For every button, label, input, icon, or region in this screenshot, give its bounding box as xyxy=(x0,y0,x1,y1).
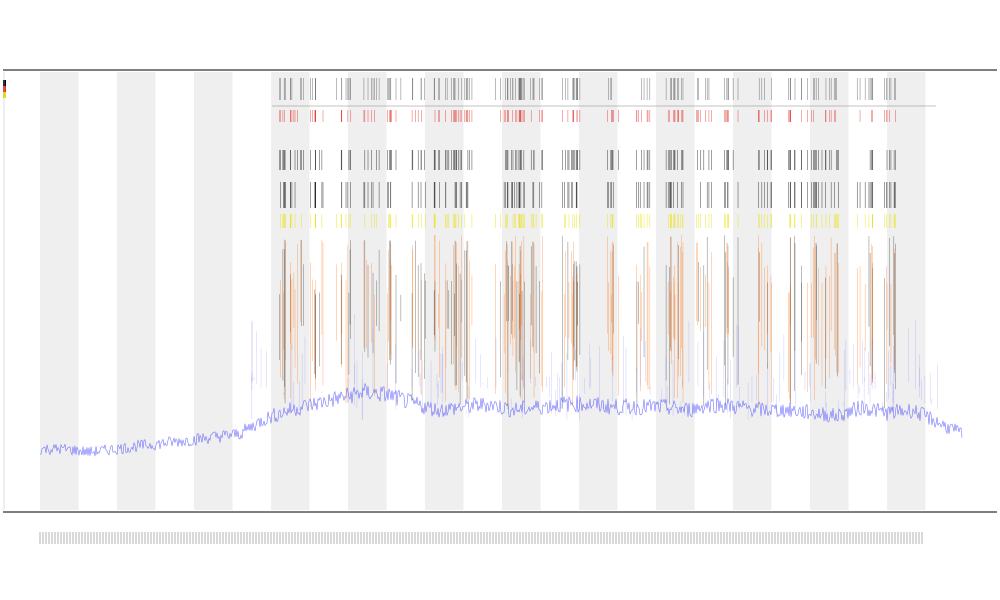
background-band xyxy=(117,72,156,510)
background-band xyxy=(348,72,387,510)
background-band xyxy=(656,72,695,510)
event-markers xyxy=(272,78,936,409)
background-band xyxy=(425,72,464,510)
legend-item xyxy=(3,86,8,92)
axes xyxy=(3,69,997,513)
background-band xyxy=(733,72,772,510)
legend xyxy=(3,80,8,98)
legend-swatch xyxy=(3,80,6,86)
background-band xyxy=(40,72,79,510)
background-band xyxy=(194,72,233,510)
legend-item xyxy=(3,80,8,86)
legend-swatch xyxy=(3,92,6,98)
background-band xyxy=(579,72,618,510)
signal-line xyxy=(39,382,963,457)
signal-series xyxy=(39,314,963,457)
legend-swatch xyxy=(3,86,6,92)
background-band xyxy=(810,72,849,510)
background-bands xyxy=(40,72,926,510)
legend-item xyxy=(3,92,8,98)
x-ticks xyxy=(39,532,923,544)
background-band xyxy=(887,72,926,510)
